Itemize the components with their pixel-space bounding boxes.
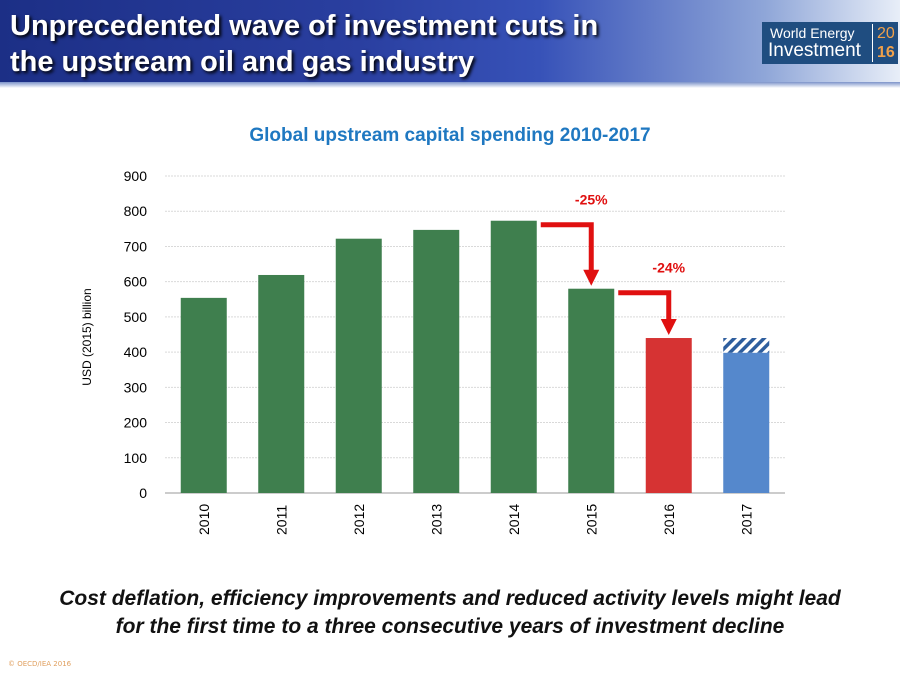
y-tick-label: 700	[124, 238, 148, 254]
bar-2010	[180, 297, 227, 493]
wei-logo: World Energy Investment 20 16	[762, 22, 898, 64]
y-tick-label: 0	[139, 485, 147, 501]
arrow-head-icon	[660, 319, 677, 336]
x-tick-label: 2014	[506, 504, 522, 535]
y-axis-label: USD (2015) billion	[80, 288, 94, 385]
x-tick-label: 2010	[196, 504, 212, 535]
x-tick-label: 2011	[273, 505, 289, 535]
bar-2014	[490, 220, 537, 493]
title-line-2: the upstream oil and gas industry	[10, 46, 475, 78]
x-tick-label: 2012	[351, 504, 367, 535]
copyright: © OECD/IEA 2016	[8, 660, 72, 668]
logo-year-1: 20	[877, 25, 895, 42]
caption-line-2: for the first time to a three consecutiv…	[115, 615, 785, 638]
bar-2013	[413, 229, 460, 493]
bar-chart: Global upstream capital spending 2010-20…	[80, 125, 785, 535]
bar-2016	[645, 338, 692, 493]
y-tick-label: 300	[124, 379, 148, 395]
x-tick-label: 2017	[738, 504, 754, 535]
annotation-arrow	[618, 290, 672, 322]
y-tick-label: 100	[124, 450, 148, 466]
bar-2015	[568, 288, 615, 493]
bar-2017	[723, 352, 770, 493]
logo-text-1: World Energy	[770, 25, 855, 41]
y-tick-label: 400	[124, 344, 148, 360]
y-tick-label: 200	[124, 415, 148, 431]
y-tick-label: 800	[124, 203, 148, 219]
logo-year-2: 16	[877, 44, 895, 61]
logo-text-2: Investment	[768, 40, 861, 61]
caption-line-1: Cost deflation, efficiency improvements …	[59, 587, 841, 610]
header-banner	[0, 0, 900, 88]
y-tick-label: 600	[124, 274, 148, 290]
caption: Cost deflation, efficiency improvements …	[0, 585, 900, 641]
slide-title: Unprecedented wave of investment cuts in…	[10, 8, 598, 80]
annotation-arrow	[540, 222, 594, 272]
annotation-label: -25%	[575, 192, 608, 208]
bar-range-2017	[723, 338, 770, 353]
bar-2011	[258, 274, 305, 493]
chart-title: Global upstream capital spending 2010-20…	[249, 125, 650, 146]
x-tick-label: 2015	[583, 504, 599, 535]
logo-year: 20 16	[872, 24, 895, 62]
y-tick-label: 500	[124, 309, 148, 325]
y-tick-label: 900	[124, 168, 148, 184]
annotation-label: -24%	[652, 260, 685, 276]
title-line-1: Unprecedented wave of investment cuts in	[10, 10, 599, 42]
x-tick-label: 2016	[661, 504, 677, 535]
bar-2012	[335, 238, 382, 493]
arrow-head-icon	[583, 269, 600, 286]
x-tick-label: 2013	[428, 504, 444, 535]
